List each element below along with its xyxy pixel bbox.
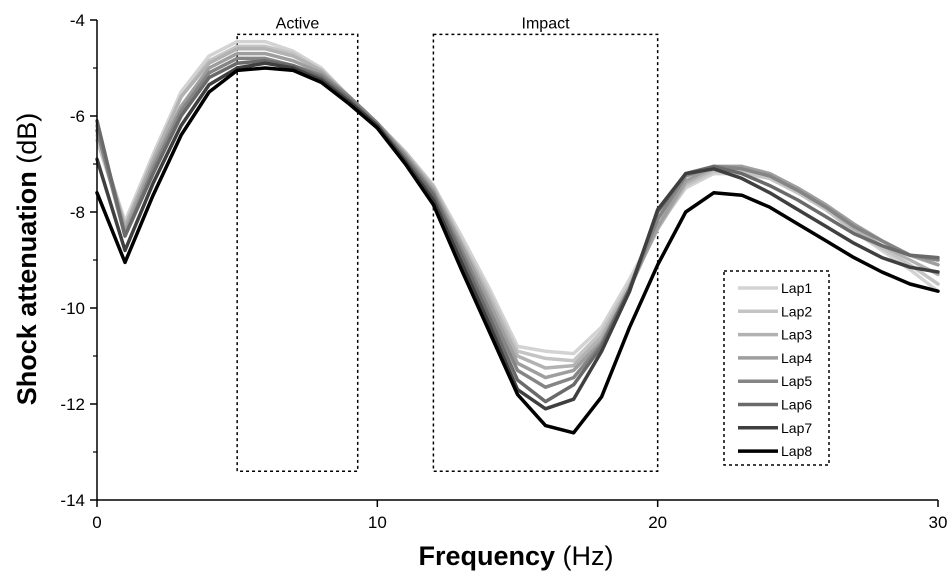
series-line-lap8 xyxy=(95,66,940,435)
annotation-box-active xyxy=(236,33,359,472)
series-line-lap5 xyxy=(95,56,940,389)
legend-items: Lap1 Lap2 Lap3 Lap4 Lap5 Lap6 Lap7 Lap8 xyxy=(738,280,812,459)
y-tick-label: -14 xyxy=(60,491,85,510)
x-axis-title: Frequency (Hz) xyxy=(418,541,613,571)
legend-label-lap5: Lap5 xyxy=(781,373,812,389)
y-tick-label: -4 xyxy=(70,11,85,30)
x-tick-label: 0 xyxy=(92,513,101,532)
axis-ticks: -4 -6 -8 -10 -12 -14 0 10 20 30 xyxy=(60,11,947,532)
legend: Lap1 Lap2 Lap3 Lap4 Lap5 Lap6 Lap7 Lap8 xyxy=(723,270,830,466)
x-tick-label: 10 xyxy=(368,513,387,532)
x-axis-title-main: Frequency xyxy=(418,541,555,571)
annotation-label-impact: Impact xyxy=(522,15,571,32)
axes: -4 -6 -8 -10 -12 -14 0 10 20 30 xyxy=(60,11,947,532)
x-tick-label: 20 xyxy=(648,513,667,532)
x-tick-label: 30 xyxy=(929,513,948,532)
y-axis-title: Shock attenuation (dB) xyxy=(12,113,42,406)
series-line-lap4 xyxy=(95,51,940,380)
annotation-label-active: Active xyxy=(276,15,320,32)
y-tick-label: -12 xyxy=(60,395,85,414)
legend-label-lap7: Lap7 xyxy=(781,420,812,436)
y-tick-label: -10 xyxy=(60,299,85,318)
series-line-lap6 xyxy=(95,59,940,404)
series-lines xyxy=(95,39,940,435)
y-tick-label: -6 xyxy=(70,107,85,126)
legend-label-lap2: Lap2 xyxy=(781,303,812,319)
y-axis-title-main: Shock attenuation xyxy=(12,171,42,405)
series-line-lap7 xyxy=(95,61,940,411)
legend-label-lap3: Lap3 xyxy=(781,327,812,343)
legend-box xyxy=(723,270,830,466)
y-axis-title-unit: (dB) xyxy=(12,113,42,172)
series-line-lap2 xyxy=(95,44,940,363)
x-axis-title-unit: (Hz) xyxy=(555,541,613,571)
legend-label-lap1: Lap1 xyxy=(781,280,812,296)
y-tick-label: -8 xyxy=(70,203,85,222)
annotation-boxes: Active Impact xyxy=(236,15,659,472)
legend-label-lap6: Lap6 xyxy=(781,397,812,413)
legend-label-lap8: Lap8 xyxy=(781,443,812,459)
legend-label-lap4: Lap4 xyxy=(781,350,812,366)
